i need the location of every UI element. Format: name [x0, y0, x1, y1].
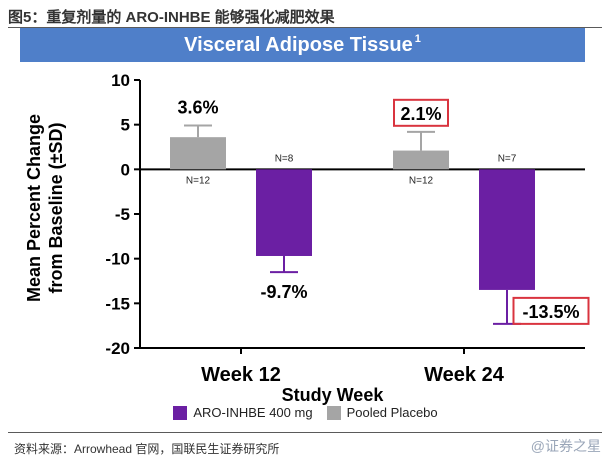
- watermark: @证券之星: [530, 438, 601, 454]
- y-axis-title-line2: from Baseline (±SD): [46, 123, 66, 294]
- y-tick-label: 0: [121, 160, 130, 179]
- source-note: 资料来源：Arrowhead 官网，国联民生证券研究所: [14, 442, 280, 456]
- bar: [393, 150, 449, 170]
- y-tick-label: 5: [121, 116, 130, 135]
- y-tick-label: 10: [111, 71, 130, 90]
- top-rule: [8, 27, 602, 28]
- legend-label-aro: ARO-INHBE 400 mg: [193, 405, 313, 420]
- data-label: -9.7%: [260, 282, 307, 302]
- data-label: 2.1%: [400, 104, 441, 124]
- y-tick-label: -15: [105, 294, 130, 313]
- chart-plot: 10 5 0 -5 -10 -15 -20 Mean Percent Change from B…: [24, 71, 590, 405]
- y-tick-label: -20: [105, 339, 130, 358]
- figure-title: 图5：重复剂量的 ARO-INHBE 能够强化减肥效果: [8, 9, 335, 26]
- bar: [170, 137, 226, 170]
- legend-swatch-placebo: [326, 405, 341, 420]
- legend-item-aro: ARO-INHBE 400 mg: [173, 405, 313, 420]
- n-label: N=12: [186, 175, 211, 186]
- y-axis-title-line1: Mean Percent Change: [24, 114, 44, 302]
- x-tick-label: Week 12: [201, 364, 281, 386]
- banner-text: Visceral Adipose Tissue: [184, 33, 413, 56]
- x-tick-label: Week 24: [424, 364, 505, 386]
- legend-swatch-aro: [173, 405, 188, 420]
- data-label: 3.6%: [177, 98, 218, 118]
- chart-banner: Visceral Adipose Tissue 1: [20, 28, 585, 62]
- legend-item-placebo: Pooled Placebo: [326, 405, 438, 420]
- banner-superscript: 1: [414, 33, 421, 45]
- highlight-box: [512, 296, 590, 325]
- bar: [256, 169, 312, 256]
- n-label: N=12: [409, 175, 434, 186]
- highlight-box: [393, 98, 449, 127]
- x-axis-title: Study Week: [282, 385, 385, 405]
- n-label: N=7: [498, 153, 517, 164]
- bottom-rule: [8, 432, 602, 433]
- y-tick-label: -5: [115, 205, 130, 224]
- bar: [479, 169, 535, 290]
- y-tick-label: -10: [105, 250, 130, 269]
- legend-label-placebo: Pooled Placebo: [346, 405, 438, 420]
- n-label: N=8: [275, 153, 294, 164]
- legend: ARO-INHBE 400 mg Pooled Placebo: [0, 405, 611, 420]
- data-label: -13.5%: [522, 302, 579, 322]
